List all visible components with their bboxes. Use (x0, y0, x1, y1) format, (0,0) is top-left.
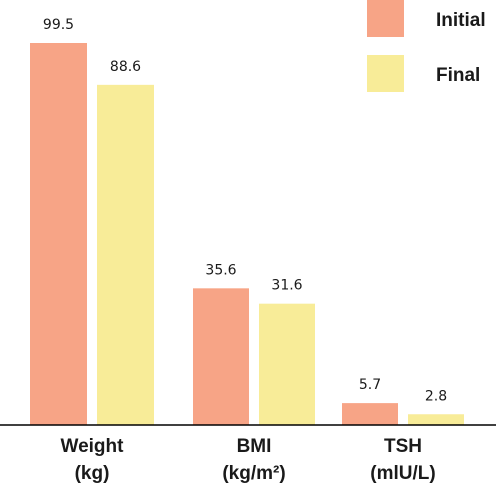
value-label-bmi-initial: 35.6 (205, 262, 236, 278)
legend-swatch-final (367, 55, 404, 92)
value-labels-layer: 99.5 88.6 35.6 31.6 5.7 2.8 (43, 17, 447, 404)
value-label-bmi-final: 31.6 (271, 278, 302, 294)
bar-bmi-initial (193, 288, 249, 425)
category-label-tsh-line-2: (mlU/L) (370, 463, 435, 483)
bar-weight-final (97, 84, 154, 426)
category-label-bmi-line-2: (kg/m²) (222, 463, 285, 483)
legend-label-initial: Initial (436, 10, 486, 31)
bar-tsh-final (408, 414, 464, 425)
category-label-tsh-line-1: TSH (384, 436, 422, 457)
value-label-tsh-final: 2.8 (425, 388, 447, 404)
category-label-bmi-line-1: BMI (237, 436, 272, 457)
legend: Initial Final (367, 0, 486, 92)
legend-label-final: Final (436, 65, 480, 86)
category-label-weight-line-2: (kg) (75, 463, 110, 483)
bars-layer (30, 43, 464, 426)
value-label-tsh-initial: 5.7 (359, 377, 381, 393)
bar-bmi-final (259, 303, 315, 425)
category-labels-layer: Weight (kg) BMI (kg/m²) TSH (mlU/L) (61, 436, 436, 483)
legend-swatch-initial (367, 0, 404, 37)
bar-tsh-initial (342, 403, 398, 425)
value-label-weight-final: 88.6 (110, 59, 141, 75)
value-label-weight-initial: 99.5 (43, 17, 74, 33)
bar-weight-initial (30, 43, 87, 425)
category-label-weight-line-1: Weight (61, 436, 125, 457)
